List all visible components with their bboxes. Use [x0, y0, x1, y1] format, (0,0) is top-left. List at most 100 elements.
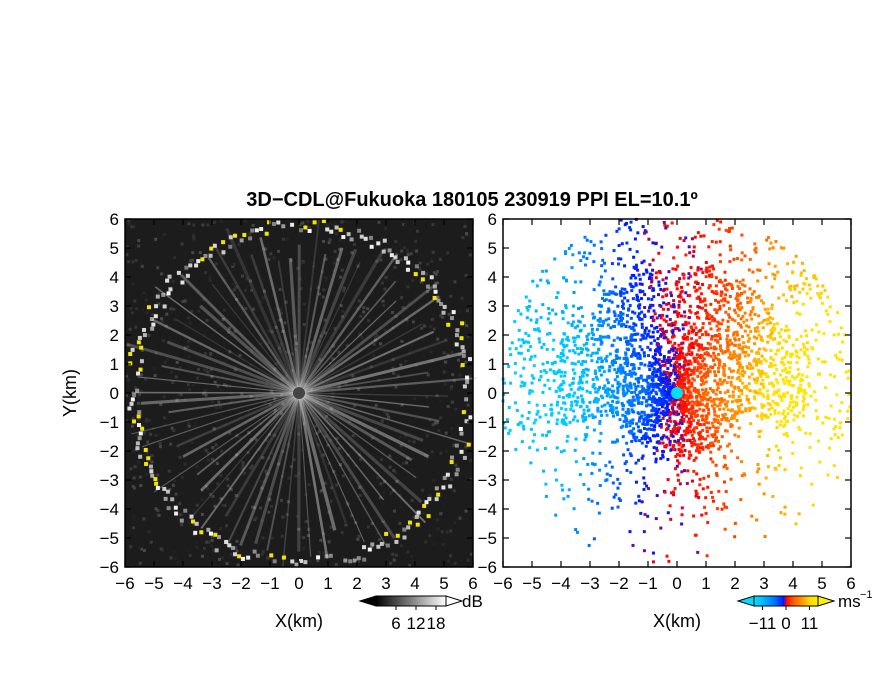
velocity-cell	[658, 269, 662, 273]
noise-cell	[428, 534, 432, 538]
noise-cell	[212, 220, 216, 224]
noise-cell	[153, 503, 157, 507]
velocity-cell	[723, 299, 727, 303]
velocity-cell	[544, 370, 548, 374]
velocity-cell	[573, 448, 577, 452]
colorbar-swatch	[432, 596, 435, 606]
noise-cell	[195, 465, 199, 469]
velocity-cell	[655, 403, 659, 407]
noise-cell	[384, 276, 388, 280]
velocity-cell	[772, 358, 776, 362]
strong-echo	[338, 227, 343, 232]
velocity-cell	[672, 357, 676, 361]
velocity-cell	[725, 288, 729, 292]
velocity-cell	[628, 282, 632, 286]
noise-cell	[320, 303, 324, 307]
velocity-cell	[555, 296, 559, 300]
noise-cell	[209, 351, 213, 355]
velocity-cell	[782, 409, 786, 413]
velocity-cell	[599, 338, 603, 342]
velocity-cell	[650, 423, 654, 427]
noise-cell	[297, 432, 301, 436]
velocity-cell	[646, 345, 650, 349]
velocity-cell	[602, 289, 606, 293]
noise-cell	[167, 469, 171, 473]
y-tick-label: −3	[100, 471, 119, 490]
noise-cell	[373, 335, 377, 339]
velocity-cell	[644, 336, 648, 340]
velocity-cell	[597, 387, 601, 391]
velocity-cell	[561, 317, 565, 321]
noise-cell	[228, 431, 232, 435]
noise-cell	[186, 421, 190, 425]
velocity-cell	[685, 399, 689, 403]
velocity-cell	[665, 443, 669, 447]
velocity-cell	[659, 526, 663, 530]
noise-cell	[400, 339, 404, 343]
velocity-cell	[642, 410, 646, 414]
colorbar-swatch	[395, 596, 398, 606]
velocity-cell	[625, 422, 629, 426]
velocity-cell	[556, 400, 560, 404]
velocity-cell	[659, 353, 663, 357]
noise-cell	[442, 370, 446, 374]
velocity-cell	[649, 303, 653, 307]
velocity-cell	[619, 371, 623, 375]
velocity-cell	[632, 338, 636, 342]
noise-cell	[155, 513, 159, 517]
velocity-cell	[665, 287, 669, 291]
noise-cell	[175, 360, 179, 364]
velocity-cell	[633, 438, 637, 442]
velocity-cell	[805, 334, 809, 338]
velocity-cell	[737, 287, 741, 291]
strong-echo	[233, 233, 238, 238]
noise-cell	[251, 223, 255, 227]
x-tick-label: 5	[817, 574, 826, 593]
noise-cell	[219, 526, 223, 530]
velocity-cell	[667, 270, 671, 274]
edge-echo	[458, 426, 463, 431]
y-tick-label: 2	[488, 326, 497, 345]
noise-cell	[435, 269, 439, 273]
edge-echo	[130, 347, 135, 352]
velocity-cell	[752, 389, 756, 393]
velocity-cell	[788, 288, 792, 292]
velocity-cell	[648, 272, 652, 276]
velocity-cell	[611, 405, 615, 409]
noise-cell	[376, 531, 380, 535]
velocity-cell	[834, 425, 838, 429]
velocity-cell	[635, 396, 639, 400]
velocity-cell	[539, 316, 543, 320]
noise-cell	[254, 516, 258, 520]
noise-cell	[266, 341, 270, 345]
velocity-cell	[623, 264, 627, 268]
intensity-beam	[189, 392, 300, 520]
velocity-cell	[590, 323, 594, 327]
velocity-cell	[570, 361, 574, 365]
noise-cell	[322, 239, 326, 243]
velocity-cell	[782, 379, 786, 383]
velocity-cell	[710, 273, 714, 277]
velocity-cell	[753, 312, 757, 316]
velocity-cell	[778, 456, 782, 460]
noise-cell	[231, 264, 235, 268]
velocity-cell	[706, 341, 710, 345]
velocity-cell	[743, 311, 747, 315]
noise-cell	[341, 474, 345, 478]
edge-echo	[135, 441, 140, 446]
velocity-cell	[700, 403, 704, 407]
velocity-cell	[716, 386, 720, 390]
velocity-cell	[645, 484, 649, 488]
velocity-cell	[580, 370, 584, 374]
velocity-cell	[729, 283, 733, 287]
velocity-cell	[605, 478, 609, 482]
y-tick-label: −6	[100, 558, 119, 577]
noise-cell	[142, 431, 146, 435]
velocity-cell	[704, 332, 708, 336]
noise-cell	[333, 249, 337, 253]
velocity-cell	[634, 354, 638, 358]
velocity-cell	[652, 374, 656, 378]
velocity-cell	[642, 549, 646, 553]
noise-cell	[187, 222, 191, 226]
velocity-cell	[829, 373, 833, 377]
